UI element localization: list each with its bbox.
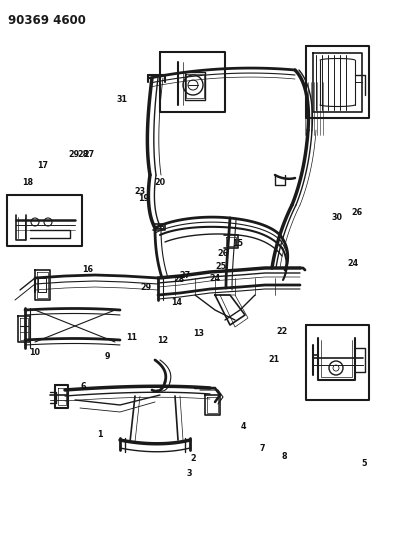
Text: 30: 30 <box>330 213 342 222</box>
Text: 31: 31 <box>116 95 127 103</box>
Text: 24: 24 <box>347 260 358 268</box>
Text: 5: 5 <box>361 459 367 468</box>
Text: 1: 1 <box>96 430 102 439</box>
Text: 10: 10 <box>29 348 40 357</box>
Text: 4: 4 <box>240 422 246 431</box>
Text: 6: 6 <box>80 383 86 391</box>
Text: 9: 9 <box>104 352 110 360</box>
Text: 19: 19 <box>138 195 149 203</box>
Text: 14: 14 <box>171 298 182 307</box>
Text: 12: 12 <box>156 336 168 344</box>
Text: 26: 26 <box>351 208 362 216</box>
Text: 15: 15 <box>231 239 243 247</box>
Text: 23: 23 <box>134 188 145 196</box>
Text: 21: 21 <box>268 356 279 364</box>
Text: 20: 20 <box>154 178 166 187</box>
Text: 24: 24 <box>209 274 220 282</box>
Text: 18: 18 <box>22 178 33 187</box>
Text: 90369 4600: 90369 4600 <box>8 14 86 27</box>
Text: 16: 16 <box>81 265 93 274</box>
Text: 7: 7 <box>258 445 264 453</box>
Text: 3: 3 <box>185 469 191 478</box>
Text: 29: 29 <box>140 284 151 292</box>
Text: 29: 29 <box>68 150 80 158</box>
Text: 13: 13 <box>193 329 204 338</box>
Text: 28: 28 <box>173 275 184 284</box>
Text: 17: 17 <box>37 161 48 169</box>
Text: 11: 11 <box>126 334 137 342</box>
Text: 2: 2 <box>190 454 195 463</box>
Text: 8: 8 <box>281 453 286 461</box>
Text: 28: 28 <box>77 150 89 158</box>
Text: 25: 25 <box>215 262 226 271</box>
Text: 27: 27 <box>179 271 190 279</box>
Text: 26: 26 <box>216 249 228 258</box>
Text: 22: 22 <box>276 327 287 336</box>
Text: 27: 27 <box>83 150 95 158</box>
